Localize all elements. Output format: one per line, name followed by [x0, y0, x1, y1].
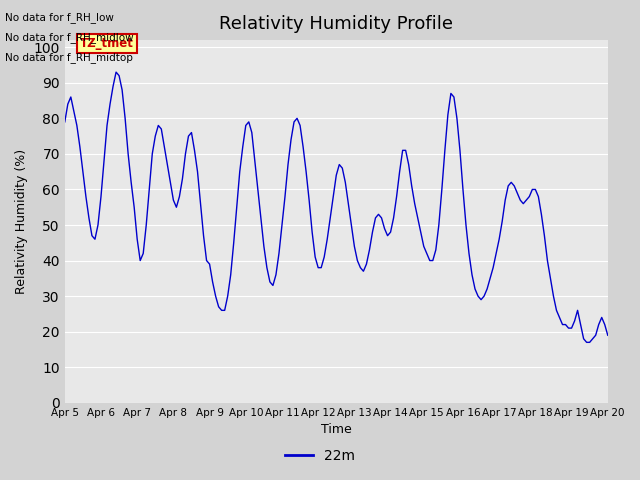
Text: No data for f_RH_midtop: No data for f_RH_midtop	[5, 52, 133, 63]
Title: Relativity Humidity Profile: Relativity Humidity Profile	[220, 15, 453, 33]
Y-axis label: Relativity Humidity (%): Relativity Humidity (%)	[15, 149, 28, 294]
Text: No data for f_RH_midlow: No data for f_RH_midlow	[5, 32, 134, 43]
Text: No data for f_RH_low: No data for f_RH_low	[5, 12, 114, 23]
Legend: 22m: 22m	[280, 443, 360, 468]
Text: TZ_tmet: TZ_tmet	[80, 37, 134, 50]
X-axis label: Time: Time	[321, 423, 351, 436]
